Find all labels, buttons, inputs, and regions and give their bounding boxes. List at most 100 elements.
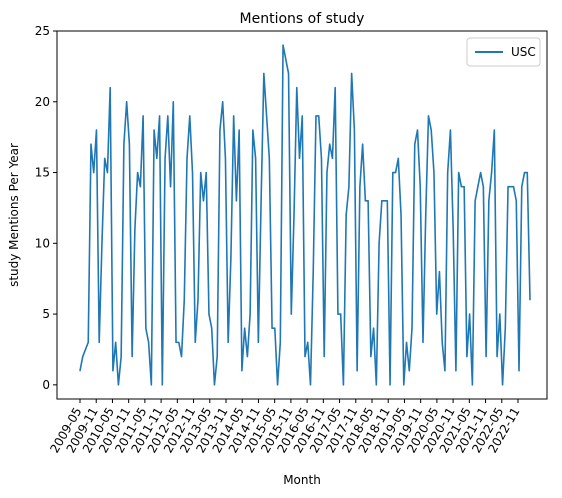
- data-point: [202, 200, 205, 202]
- data-point: [194, 341, 196, 343]
- data-point: [372, 327, 375, 329]
- data-point: [189, 115, 191, 117]
- data-point: [205, 171, 207, 174]
- data-point: [235, 200, 238, 202]
- data-point: [255, 157, 257, 159]
- data-point: [430, 129, 432, 131]
- y-tick-label: 5: [42, 307, 50, 321]
- data-point: [309, 384, 312, 386]
- data-point: [104, 157, 106, 159]
- data-point: [323, 355, 325, 358]
- data-point: [427, 115, 430, 117]
- data-point: [128, 143, 130, 145]
- data-point: [274, 327, 276, 329]
- data-point: [282, 44, 284, 46]
- data-point: [169, 186, 172, 188]
- series-line-usc: [79, 44, 531, 386]
- data-point: [348, 186, 350, 188]
- data-point: [482, 186, 484, 188]
- data-point: [257, 341, 259, 343]
- data-point: [213, 384, 216, 386]
- data-point: [499, 313, 501, 315]
- data-point: [386, 200, 388, 202]
- data-point: [326, 171, 328, 174]
- data-point: [260, 200, 262, 202]
- data-point: [405, 341, 408, 343]
- data-point: [238, 129, 240, 131]
- data-point: [222, 101, 224, 103]
- data-point: [153, 129, 155, 131]
- data-point: [474, 200, 476, 202]
- data-point: [471, 384, 473, 386]
- data-point: [298, 157, 301, 159]
- y-tick-label: 0: [42, 378, 50, 392]
- data-point: [318, 115, 320, 117]
- data-point: [436, 313, 438, 315]
- data-point: [109, 87, 111, 89]
- data-point: [449, 129, 452, 131]
- data-point: [518, 370, 520, 372]
- legend-box: [466, 37, 541, 67]
- data-point: [342, 384, 345, 386]
- data-point: [331, 157, 334, 159]
- data-point: [458, 171, 460, 174]
- data-point: [397, 157, 399, 159]
- y-tick-label: 10: [35, 236, 50, 250]
- data-point: [183, 299, 185, 301]
- data-point: [414, 143, 416, 145]
- data-point: [244, 327, 246, 329]
- data-point: [285, 58, 287, 60]
- data-point: [351, 72, 353, 75]
- data-point: [219, 129, 221, 131]
- data-point: [161, 384, 163, 386]
- data-point: [150, 384, 152, 386]
- legend: USC: [466, 37, 541, 67]
- data-point: [381, 200, 383, 202]
- data-point: [178, 341, 180, 343]
- data-point: [334, 87, 336, 89]
- data-point: [230, 256, 232, 259]
- data-point: [287, 72, 290, 75]
- data-point: [411, 327, 413, 329]
- data-point: [510, 186, 512, 188]
- data-point: [441, 341, 443, 343]
- data-point: [249, 313, 251, 315]
- data-point: [172, 101, 174, 103]
- data-point: [131, 355, 133, 358]
- data-point: [485, 355, 487, 358]
- data-point: [90, 143, 92, 145]
- data-point: [137, 171, 139, 174]
- data-point: [268, 157, 270, 159]
- data-point: [246, 355, 248, 358]
- data-point: [93, 171, 95, 174]
- data-point: [392, 171, 394, 174]
- data-point: [112, 370, 114, 372]
- data-point: [263, 72, 265, 75]
- data-point: [416, 129, 419, 131]
- data-point: [87, 341, 89, 343]
- data-point: [447, 171, 449, 174]
- data-point: [490, 171, 493, 174]
- data-point: [293, 214, 295, 216]
- data-point: [147, 341, 150, 343]
- data-point: [186, 157, 188, 159]
- data-point: [504, 327, 506, 329]
- data-point: [488, 200, 490, 202]
- data-point: [340, 313, 342, 315]
- data-point: [208, 313, 210, 315]
- data-point: [375, 384, 377, 386]
- data-point: [211, 327, 213, 329]
- data-point: [480, 171, 482, 174]
- data-point: [197, 299, 199, 301]
- data-point: [117, 384, 120, 386]
- data-point: [139, 186, 141, 188]
- data-point: [301, 115, 303, 117]
- data-point: [233, 115, 235, 117]
- data-point: [362, 143, 364, 145]
- data-point: [477, 186, 479, 188]
- data-point: [252, 129, 254, 131]
- plot-area: [56, 30, 548, 400]
- data-point: [279, 341, 281, 343]
- data-point: [337, 313, 339, 315]
- y-axis: 0 5 10 15 20 25: [35, 24, 57, 392]
